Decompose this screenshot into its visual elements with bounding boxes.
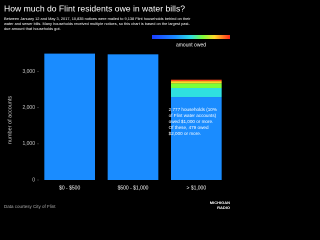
bar xyxy=(44,53,95,180)
chart-title: How much do Flint residents owe in water… xyxy=(4,3,185,13)
chart: How much do Flint residents owe in water… xyxy=(4,3,230,210)
y-axis-label: number of accounts xyxy=(7,96,13,145)
x-tick-label: $0 - $500 xyxy=(59,185,80,191)
annotation: 2,777 households (10% xyxy=(169,107,217,112)
subtitle: water and sewer bills. Many households r… xyxy=(4,21,190,26)
y-tick-label: 3,000 xyxy=(22,69,35,75)
source: Data courtesy City of Flint xyxy=(4,204,56,209)
annotation: $2,000 or more. xyxy=(169,131,201,136)
x-tick-label: $500 - $1,000 xyxy=(118,185,149,191)
color-scale xyxy=(152,35,230,39)
logo: MICHIGAN xyxy=(210,200,230,205)
y-tick-label: 0 xyxy=(32,177,35,183)
y-tick-label: 2,000 xyxy=(22,105,35,111)
annotation: owed $1,000 or more. xyxy=(169,119,214,124)
bar xyxy=(171,87,222,98)
subtitle: due amount that households got. xyxy=(4,26,61,31)
logo: RADIO xyxy=(217,205,230,210)
bar xyxy=(171,79,222,82)
bar xyxy=(171,97,222,180)
bar xyxy=(171,83,222,88)
y-tick-label: 1,000 xyxy=(22,141,35,147)
bar xyxy=(107,54,159,181)
annotation: of Flint water accounts) xyxy=(169,113,217,118)
annotation: Of these, 479 owed xyxy=(169,125,209,130)
bar xyxy=(171,81,222,84)
legend-title: amount owed xyxy=(176,42,206,48)
x-tick-label: > $1,000 xyxy=(187,185,207,191)
subtitle: Between January 12 and May 3, 2017, 10,8… xyxy=(4,16,191,21)
